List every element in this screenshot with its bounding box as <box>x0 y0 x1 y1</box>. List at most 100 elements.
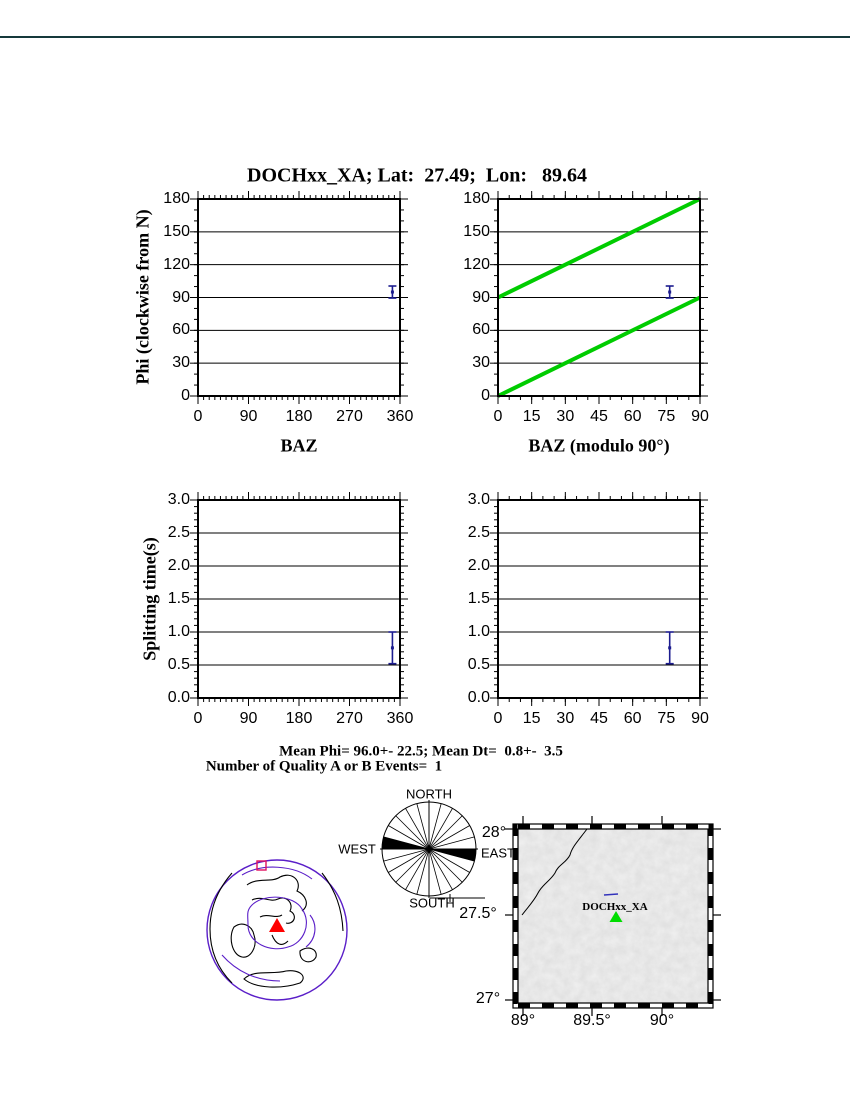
tick-label: 360 <box>386 710 414 727</box>
tick-label: 0.5 <box>167 656 190 673</box>
tick-label: 90 <box>691 408 709 425</box>
tick-label: 30 <box>556 710 575 727</box>
coastline-africa <box>230 923 256 958</box>
map-contour-line <box>521 828 588 916</box>
map-relief-texture <box>518 829 708 1003</box>
data-point <box>390 646 394 650</box>
plate-boundary-1 <box>247 896 307 950</box>
tick-label: 90 <box>239 710 258 727</box>
tick-label: 75 <box>657 710 676 727</box>
dt-vs-baz-mod90-canvas <box>490 492 708 706</box>
tick-label: 45 <box>590 710 608 727</box>
x-axis-title-baz-mod: BAZ (modulo 90°) <box>528 435 670 456</box>
tick-label: 1.5 <box>167 590 190 607</box>
tick-label: 0 <box>193 710 203 727</box>
map-ytick-28: 28° <box>481 824 507 841</box>
tick-label: 180 <box>285 710 313 727</box>
y-axis-title-dt: Splitting time(s) <box>139 537 160 661</box>
trend-line <box>497 295 701 398</box>
tick-label: 75 <box>657 408 676 425</box>
tick-label: 30 <box>556 408 575 425</box>
plot-frame <box>197 499 401 699</box>
tick-label: 60 <box>472 321 490 339</box>
compass-south-label: SOUTH <box>409 895 455 911</box>
dt-vs-baz-canvas <box>190 492 408 706</box>
tick-label: 15 <box>522 408 541 425</box>
tick-label: 60 <box>172 321 190 339</box>
tick-label: 90 <box>172 288 190 306</box>
tick-label: 0 <box>493 408 503 425</box>
tick-label: 2.0 <box>167 557 190 574</box>
event-marker <box>256 860 267 871</box>
tick-label: 60 <box>623 408 642 425</box>
station-label: DOCHxx_XA <box>582 901 648 913</box>
page-title: DOCHxx_XA; Lat: 27.49; Lon: 89.64 <box>247 164 587 187</box>
tick-label: 180 <box>463 190 490 207</box>
phi-vs-baz-canvas <box>190 191 408 404</box>
phi-vs-baz-mod90-canvas <box>490 191 708 404</box>
tick-label: 3.0 <box>467 491 490 508</box>
data-point <box>668 646 672 650</box>
map-ytick-27-5: 27.5° <box>459 905 497 922</box>
tick-label: 0 <box>181 387 190 404</box>
x-axis-title-baz: BAZ <box>280 435 318 456</box>
event-count-line: Number of Quality A or B Events= 1 <box>205 758 443 775</box>
tick-label: 360 <box>386 408 414 425</box>
mean-stats-line: Mean Phi= 96.0+- 22.5; Mean Dt= 0.8+- 3.… <box>279 743 563 760</box>
tick-label: 270 <box>336 710 363 727</box>
tick-label: 45 <box>590 408 608 425</box>
plot-frame <box>497 499 701 699</box>
map-xtick-90: 90° <box>649 1012 675 1029</box>
tick-label: 90 <box>691 710 709 727</box>
globe-outline <box>206 859 348 1001</box>
data-point <box>668 290 672 294</box>
tick-label: 15 <box>522 710 541 727</box>
map-xtick-89-5: 89.5° <box>573 1012 611 1029</box>
station-marker-globe <box>269 918 285 932</box>
tick-label: 180 <box>285 408 313 425</box>
map-xtick-89: 89° <box>510 1012 536 1029</box>
coastline-americas <box>209 872 233 984</box>
compass-north-label: NORTH <box>406 786 452 802</box>
plot-frame <box>197 198 401 397</box>
tick-label: 30 <box>472 354 490 372</box>
tick-label: 0.0 <box>167 689 190 706</box>
tick-label: 150 <box>163 222 190 240</box>
coastline-rim-right <box>321 872 344 932</box>
compass-west-label: WEST <box>338 841 376 857</box>
trend-line <box>497 197 701 300</box>
rose-diagram <box>380 800 485 902</box>
tick-label: 2.5 <box>467 524 490 541</box>
tick-label: 120 <box>463 255 490 273</box>
tick-label: 0 <box>481 387 490 404</box>
tick-label: 2.0 <box>467 557 490 574</box>
tick-label: 1.0 <box>167 623 190 640</box>
tick-label: 3.0 <box>167 491 190 508</box>
dt-vs-baz-plot: 0 90 180 270 360 0.0 0.5 1.0 1.5 2.0 2.5 3.0 <box>168 491 414 727</box>
tick-label: 0.0 <box>467 689 490 706</box>
y-axis-title-phi: Phi (clockwise from N) <box>132 209 153 385</box>
plate-boundary-2 <box>221 866 316 982</box>
coastline-eurasia-1 <box>246 874 307 912</box>
station-marker-map <box>609 911 623 922</box>
tick-label: 0 <box>493 710 503 727</box>
map-ytick-27: 27° <box>475 990 501 1007</box>
tick-label: 30 <box>172 354 190 372</box>
coastline-asia-south <box>259 914 289 945</box>
tick-label: 0 <box>193 408 203 425</box>
phi-vs-baz-plot: 0 90 180 270 360 0 30 60 90 120 150 180 <box>163 190 413 425</box>
tick-label: 1.5 <box>467 590 490 607</box>
tick-label: 90 <box>239 408 258 425</box>
tick-label: 270 <box>336 408 363 425</box>
top-rule <box>0 36 850 38</box>
tick-label: 120 <box>163 255 190 273</box>
station-map <box>505 816 721 1016</box>
coastline-australia <box>299 947 317 963</box>
data-point <box>390 290 394 294</box>
dt-vs-baz-mod90-plot: 0 15 30 45 60 75 90 0.0 0.5 1.0 1.5 2.0 2.5 3.0 <box>468 491 709 727</box>
tick-label: 180 <box>163 190 190 207</box>
coastline-antarctica <box>243 970 304 988</box>
tick-label: 1.0 <box>467 623 490 640</box>
plot-frame <box>497 198 701 397</box>
